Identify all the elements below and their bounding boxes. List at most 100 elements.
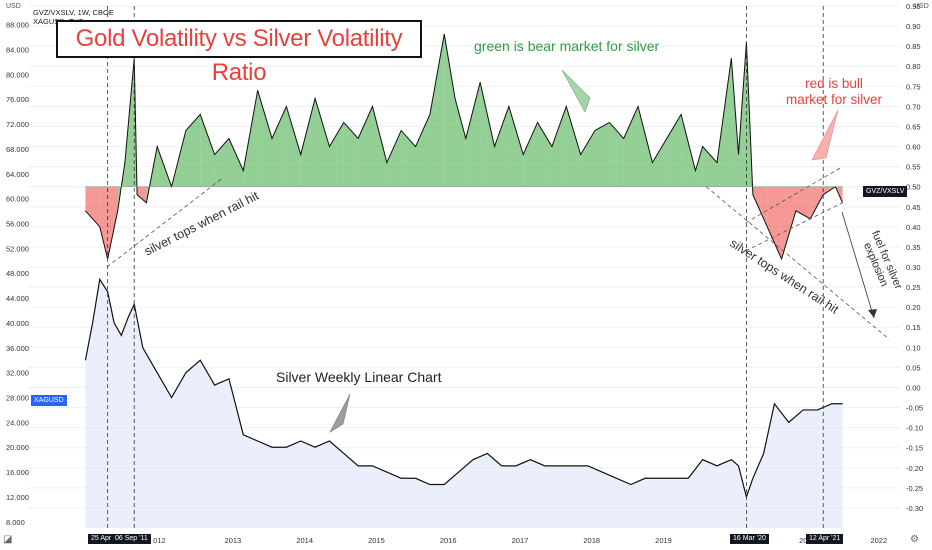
x-tick-label: 2016 [440, 536, 457, 545]
ratio-area-segment [429, 34, 445, 187]
ratio-area-segment [329, 122, 344, 187]
right-tick-label: 0.10 [906, 343, 921, 352]
right-tick-label: 0.40 [906, 223, 921, 232]
right-tick-label: 0.80 [906, 62, 921, 71]
right-tick-label: -0.05 [906, 404, 923, 413]
ratio-area-segment [795, 186, 811, 219]
right-tick-label: 0.50 [906, 183, 921, 192]
right-tick-label: 0.05 [906, 363, 921, 372]
left-tick-label: 84.000 [6, 46, 29, 55]
silver-price-line [84, 277, 843, 500]
silver-chart-annotation: Silver Weekly Linear Chart [276, 369, 442, 385]
x-tick-label: 2022 [870, 536, 887, 545]
left-tick-label: 28.000 [6, 394, 29, 403]
ratio-area-segment [666, 114, 682, 187]
right-tick-label: 0.85 [906, 42, 921, 51]
left-tick-label: 68.000 [6, 145, 29, 154]
x-tick-label: 2018 [583, 536, 600, 545]
right-tick-label: 0.60 [906, 143, 921, 152]
ratio-area-segment [752, 186, 768, 227]
ratio-area-segment [257, 90, 273, 187]
settings-gear-icon[interactable]: ⚙ [910, 534, 919, 545]
time-axis: 2013 2014 2015 2016 2017 2018 2019 2022 012 202 [153, 536, 887, 545]
ratio-area-segment [537, 122, 552, 187]
date-marker-1: 25 Apr '11 [88, 534, 125, 544]
right-tick-label: 0.70 [906, 102, 921, 111]
red-annotation: red is bull market for silver [786, 76, 882, 108]
ratio-area-segment [810, 186, 824, 219]
date-marker-3: 16 Mar '20 [730, 534, 769, 544]
green-annotation: green is bear market for silver [474, 38, 660, 54]
right-tick-label: 0.35 [906, 243, 921, 252]
ratio-area-segment [455, 98, 466, 187]
ratio-area-segment [731, 58, 739, 187]
left-tick-label: 12.000 [6, 493, 29, 502]
ratio-area-segment [580, 130, 595, 187]
left-tick-label: 40.000 [6, 319, 29, 328]
ratio-area-segment [566, 106, 581, 187]
ratio-area-segment [695, 146, 703, 187]
left-tick-label: 76.000 [6, 95, 29, 104]
ratio-area-segment [638, 106, 653, 187]
ratio-area-segment [315, 98, 330, 187]
trend-lines [106, 6, 890, 528]
rail-line-right [705, 186, 890, 340]
ratio-area-segment [444, 34, 456, 187]
tradingview-logo-icon[interactable]: ◪ [3, 534, 13, 545]
right-tick-label: 0.30 [906, 263, 921, 272]
right-tick-label: -0.15 [906, 444, 923, 453]
date-marker-2: 06 Sep '11 [112, 534, 151, 544]
ratio-area-segment [702, 146, 717, 187]
left-tick-label: 32.000 [6, 369, 29, 378]
right-tick-label: 0.00 [906, 383, 921, 392]
ratio-area-segment [767, 186, 782, 259]
silver-area [84, 277, 843, 528]
ratio-area-segment [508, 106, 524, 187]
right-tick-label: 0.75 [906, 82, 921, 91]
right-tick-label: -0.30 [906, 504, 923, 513]
ratio-area-segment [523, 122, 538, 187]
left-tick-label: 88.000 [6, 21, 29, 30]
right-tick-label: 0.95 [906, 2, 921, 11]
fuel-arrow-line [841, 211, 875, 319]
ratio-area-segment [652, 138, 667, 187]
left-price-axis: 8.000 12.000 16.000 20.000 24.000 28.000 32.00… [6, 21, 29, 527]
right-currency-label: USD [914, 3, 929, 10]
ratio-area-segment [185, 114, 201, 187]
right-tick-label: 0.45 [906, 203, 921, 212]
left-tick-label: 20.000 [6, 443, 29, 452]
silver-area-fill [85, 279, 843, 528]
ratio-area-segment [609, 122, 624, 187]
left-tick-label: 24.000 [6, 418, 29, 427]
right-tick-label: 0.20 [906, 303, 921, 312]
ratio-area-segment [681, 114, 696, 187]
right-tick-label: 0.55 [906, 163, 921, 172]
x-tick-label: 2015 [368, 536, 385, 545]
left-tick-label: 8.000 [6, 518, 25, 527]
ratio-area-segment [85, 186, 100, 227]
ratio-area-segment [200, 114, 215, 187]
ratio-area-segment [594, 122, 610, 187]
right-tick-label: -0.10 [906, 424, 923, 433]
right-tick-label: -0.20 [906, 464, 923, 473]
ratio-area-segment [272, 106, 287, 187]
ratio-area-segment [228, 138, 244, 187]
ratio-area-segment [358, 106, 373, 187]
right-price-axis: -0.30 -0.25 -0.20 -0.15 -0.10 -0.05 0.00 0.05 0.… [906, 2, 923, 513]
right-tick-label: 0.25 [906, 283, 921, 292]
x-tick-label: 2013 [225, 536, 242, 545]
ratio-area-segment [343, 122, 359, 187]
x-tick-label: 2017 [512, 536, 529, 545]
ratio-area-segment [623, 106, 639, 187]
left-currency-label: USD [6, 3, 21, 10]
left-tick-label: 52.000 [6, 244, 29, 253]
gray-arrow-icon [329, 393, 351, 433]
right-tick-label: 0.90 [906, 22, 921, 31]
ratio-area-segment [480, 82, 495, 187]
left-tick-label: 48.000 [6, 269, 29, 278]
ratio-series [85, 34, 844, 261]
chart-title-box: Gold Volatility vs Silver Volatility Rat… [56, 20, 422, 86]
ratio-area-segment [137, 186, 147, 203]
symbol-header-gvz[interactable]: GVZ/VXSLV, 1W, CBOE [33, 8, 114, 17]
